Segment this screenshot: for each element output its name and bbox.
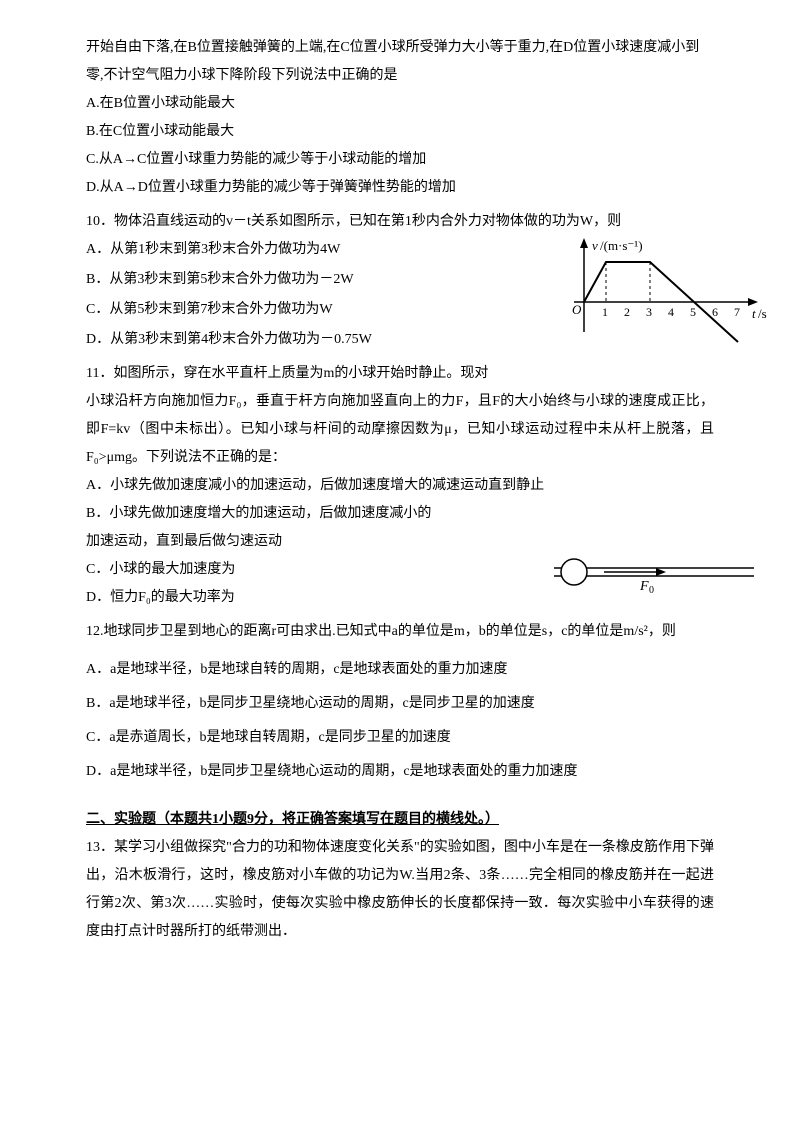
- q11-opt-b1: B．小球先做加速度增大的加速运动，后做加速度减小的: [86, 500, 436, 528]
- q12-opt-b: B．a是地球半径，b是同步卫星绕地心运动的周期，c是同步卫星的加速度: [86, 690, 714, 718]
- svg-text:0: 0: [649, 585, 654, 596]
- q11-stem2: 小球沿杆方向施加恒力F₀，垂直于杆方向施加竖直向上的力F，且F的大小始终与小球的…: [86, 388, 714, 472]
- svg-text:7: 7: [734, 305, 740, 319]
- svg-text:O: O: [572, 302, 582, 317]
- q11-figure: F 0: [544, 556, 764, 607]
- svg-text:v: v: [592, 238, 598, 253]
- q11-opt-b2: 加速运动，直到最后做匀速运动: [86, 528, 714, 556]
- intro-opt-b: B.在C位置小球动能最大: [86, 118, 714, 146]
- intro-opt-d: D.从A→D位置小球重力势能的减少等于弹簧弹性势能的增加: [86, 174, 714, 202]
- question-12: 12.地球同步卫星到地心的距离r可由求出.已知式中a的单位是m，b的单位是s，c…: [86, 618, 714, 786]
- svg-text:3: 3: [646, 305, 652, 319]
- intro-opt-c: C.从A→C位置小球重力势能的减少等于小球动能的增加: [86, 146, 714, 174]
- svg-text:5: 5: [690, 305, 696, 319]
- q10-opt-a: A．从第1秒末到第3秒末合外力做功为4W: [86, 236, 466, 264]
- svg-text:6: 6: [712, 305, 718, 319]
- question-10: 10．物体沿直线运动的v－t关系如图所示，已知在第1秒内合外力对物体做的功为W，…: [86, 208, 714, 354]
- question-intro: 开始自由下落,在B位置接触弹簧的上端,在C位置小球所受弹力大小等于重力,在D位置…: [86, 34, 714, 202]
- q12-opt-d: D．a是地球半径，b是同步卫星绕地心运动的周期，c是地球表面处的重力加速度: [86, 758, 714, 786]
- q12-opt-a: A．a是地球半径，b是地球自转的周期，c是地球表面处的重力加速度: [86, 656, 714, 684]
- intro-opt-a: A.在B位置小球动能最大: [86, 90, 714, 118]
- svg-text:4: 4: [668, 305, 674, 319]
- question-13: 13．某学习小组做探究"合力的功和物体速度变化关系"的实验如图，图中小车是在一条…: [86, 834, 714, 946]
- q10-opt-d: D．从第3秒末到第4秒末合外力做功为－0.75W: [86, 326, 466, 354]
- intro-stem: 开始自由下落,在B位置接触弹簧的上端,在C位置小球所受弹力大小等于重力,在D位置…: [86, 40, 699, 83]
- q10-options: A．从第1秒末到第3秒末合外力做功为4W B．从第3秒末到第5秒末合外力做功为－…: [86, 236, 466, 354]
- svg-text:t: t: [752, 306, 756, 321]
- svg-text:/(m·s⁻¹): /(m·s⁻¹): [600, 238, 643, 253]
- q10-opt-c: C．从第5秒末到第7秒末合外力做功为W: [86, 296, 466, 324]
- q11-opt-a: A．小球先做加速度减小的加速运动，后做加速度增大的减速运动直到静止: [86, 472, 714, 500]
- q10-opt-b: B．从第3秒末到第5秒末合外力做功为－2W: [86, 266, 466, 294]
- svg-text:/s: /s: [758, 306, 767, 321]
- svg-text:1: 1: [602, 305, 608, 319]
- q12-stem: 12.地球同步卫星到地心的距离r可由求出.已知式中a的单位是m，b的单位是s，c…: [86, 618, 714, 646]
- svg-text:F: F: [639, 579, 649, 594]
- q12-opt-c: C．a是赤道周长，b是地球自转周期，c是同步卫星的加速度: [86, 724, 714, 752]
- q10-graph: v /(m·s⁻¹) t /s O 1 2 3 4 5 6 7: [554, 232, 774, 363]
- svg-text:2: 2: [624, 305, 630, 319]
- section-2-heading: 二、实验题（本题共1小题9分，将正确答案填写在题目的横线处。）: [86, 806, 714, 834]
- q11-stem1: 11．如图所示，穿在水平直杆上质量为m的小球开始时静止。现对: [86, 360, 714, 388]
- question-11: 11．如图所示，穿在水平直杆上质量为m的小球开始时静止。现对 小球沿杆方向施加恒…: [86, 360, 714, 612]
